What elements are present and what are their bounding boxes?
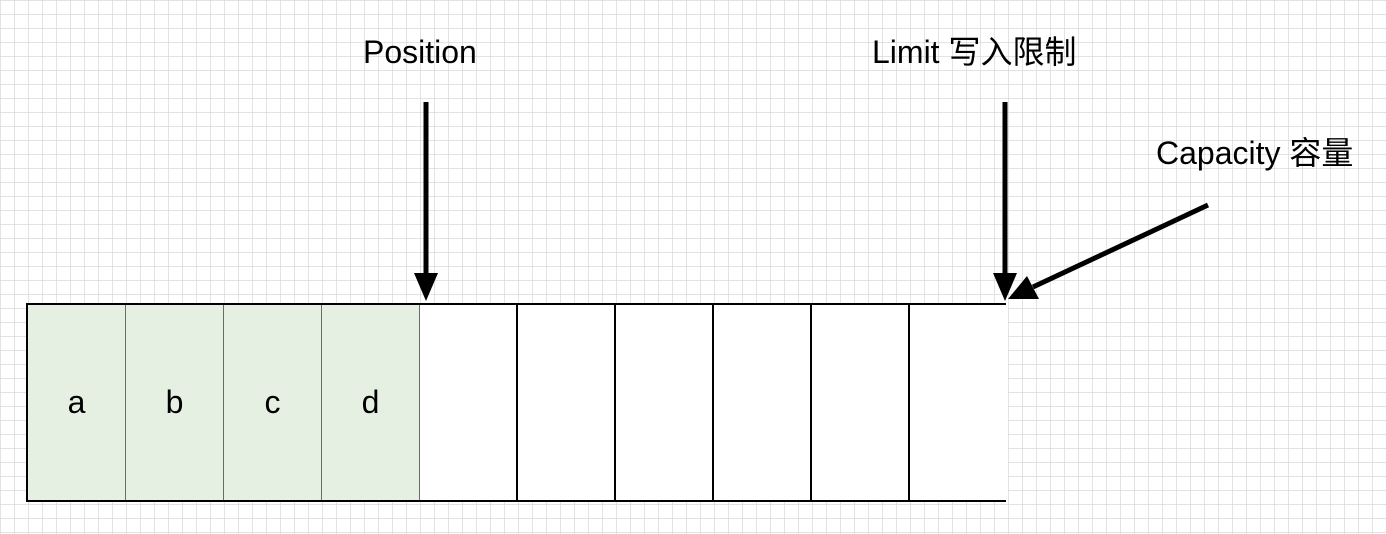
capacity-arrow	[1008, 202, 1210, 299]
buffer-cell-b: b	[126, 305, 224, 500]
buffer-cell-empty	[616, 305, 714, 500]
buffer-cell-a: a	[28, 305, 126, 500]
capacity-label: Capacity 容量	[1156, 135, 1354, 171]
buffer-cell-empty	[714, 305, 812, 500]
buffer-cells: a b c d	[26, 303, 1008, 502]
position-arrow	[414, 102, 438, 301]
buffer-cell-empty	[420, 305, 518, 500]
buffer-cell-empty	[812, 305, 910, 500]
buffer-cell-empty	[910, 305, 1008, 500]
buffer-cell-empty	[518, 305, 616, 500]
position-label: Position	[363, 34, 477, 70]
buffer-cell-d: d	[322, 305, 420, 500]
buffer-cell-c: c	[224, 305, 322, 500]
limit-label: Limit 写入限制	[872, 34, 1077, 70]
limit-arrow	[993, 102, 1017, 301]
